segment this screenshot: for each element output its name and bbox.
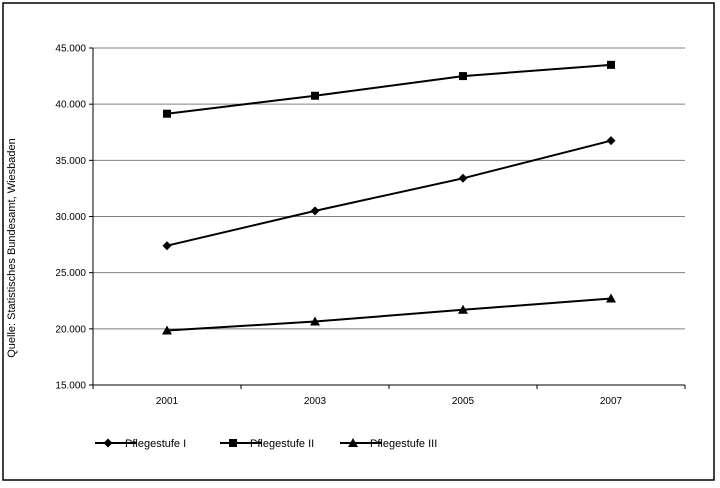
x-tick-label: 2001 [156,396,179,407]
data-point [607,60,615,69]
chart-frame [2,2,715,481]
y-tick-label: 35.000 [55,156,86,167]
legend-item: Pflegestufe III [340,438,437,450]
legend-label: Pflegestufe III [370,438,437,450]
legend-marker [348,438,358,447]
legend: Pflegestufe I Pflegestufe II Pflegestufe I… [95,438,437,450]
data-point [310,316,320,326]
y-tick-label: 45.000 [55,44,86,55]
source-note: Quelle: Statistisches Bundesamt, Wiesbad… [6,138,18,358]
data-point [459,72,467,81]
series-line [166,139,612,247]
y-tick-label: 15.000 [55,381,86,392]
legend-item: Pflegestufe I [95,438,186,450]
axes: 15.000 20.000 25.000 30.000 35.000 40.000 45.0… [55,44,686,407]
series-2 [163,60,615,118]
legend-marker [103,438,113,448]
series-line [166,297,612,332]
y-tick-label: 30.000 [55,212,86,223]
y-tick-label: 20.000 [55,324,86,335]
data-point [458,173,468,183]
data-point [163,109,171,118]
data-point [162,241,172,251]
data-point [310,206,320,216]
legend-label: Pflegestufe I [125,438,186,450]
legend-label: Pflegestufe II [250,438,314,450]
data-series [162,60,616,335]
series-line [166,63,612,115]
legend-marker [229,439,237,447]
legend-item: Pflegestufe II [220,438,314,450]
data-point [606,293,616,303]
data-point [606,136,616,146]
data-point [311,91,319,100]
data-point [458,304,468,314]
data-point [162,325,172,335]
y-tick-label: 40.000 [55,100,86,111]
series-1 [162,136,616,251]
y-tick-label: 25.000 [55,268,86,279]
x-tick-label: 2005 [452,396,475,407]
x-tick-label: 2007 [600,396,623,407]
x-tick-label: 2003 [304,396,327,407]
series-3 [162,293,616,335]
